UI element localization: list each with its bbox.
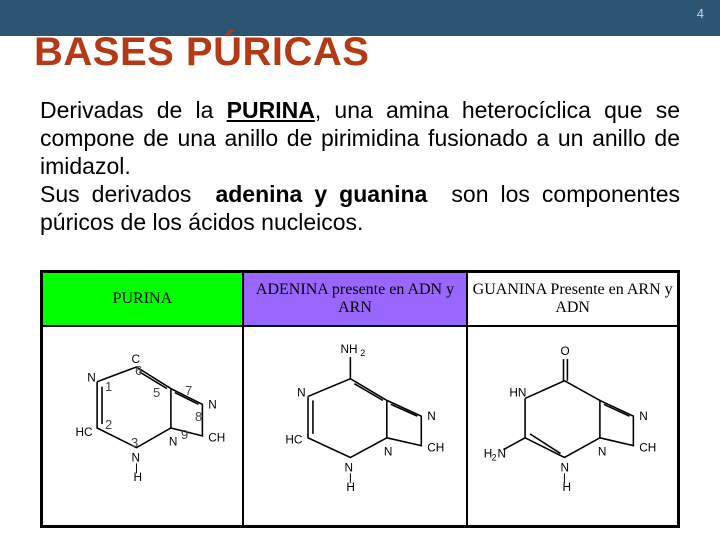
svg-text:N: N — [384, 445, 393, 459]
svg-text:N: N — [208, 397, 217, 411]
body-p1-pre: Derivadas de la — [40, 97, 227, 123]
slide: 4 BASES PÚRICAS Derivadas de la PURINA, … — [0, 0, 720, 540]
svg-text:CH: CH — [427, 441, 444, 455]
molecule-cell-purina: N HC N C N CH N H 1 2 3 5 6 — [42, 326, 243, 526]
body-p1-key: PURINA — [227, 97, 315, 123]
table-header-row: PURINA ADENINA presente en ADN y ARN GUA… — [42, 272, 678, 326]
ring-label: 6 — [135, 363, 142, 378]
table-header-cell: ADENINA presente en ADN y ARN — [243, 272, 468, 326]
molecule-table: PURINA ADENINA presente en ADN y ARN GUA… — [40, 270, 680, 528]
ring-label: 5 — [153, 385, 160, 400]
svg-text:N: N — [598, 445, 607, 459]
ring-label: 8 — [195, 409, 202, 424]
table-body-row: N HC N C N CH N H 1 2 3 5 6 — [42, 326, 678, 526]
svg-text:N: N — [169, 435, 178, 449]
body-p2-pre: Sus derivados — [40, 181, 203, 207]
svg-text:N: N — [640, 409, 649, 423]
svg-text:CH: CH — [208, 431, 225, 445]
body-text: Derivadas de la PURINA, una amina hetero… — [40, 96, 680, 236]
svg-text:N: N — [87, 371, 96, 385]
ring-label: 7 — [185, 383, 192, 398]
table-header-cell: GUANINA Presente en ARN y ADN — [467, 272, 678, 326]
svg-text:2: 2 — [492, 452, 497, 462]
svg-text:HN: HN — [510, 385, 527, 399]
svg-text:O: O — [561, 344, 570, 358]
svg-text:H: H — [563, 480, 572, 494]
svg-text:N: N — [427, 409, 436, 423]
purina-structure-icon: N HC N C N CH N H — [43, 327, 242, 525]
molecule-cell-adenina: NH2 N HC N N CH N H — [243, 326, 468, 526]
ring-label: 9 — [181, 427, 188, 442]
body-p2-key-text: adenina y guanina — [215, 181, 427, 207]
body-p2-key-pad — [427, 181, 439, 207]
svg-text:HC: HC — [285, 433, 303, 447]
adenina-structure-icon: NH2 N HC N N CH N H — [244, 327, 467, 525]
slide-number: 4 — [697, 6, 704, 21]
svg-text:NH: NH — [340, 342, 357, 356]
ring-label: 2 — [105, 417, 112, 432]
guanina-structure-icon: O HN H2N N N CH N H — [468, 327, 677, 525]
svg-text:N: N — [297, 385, 306, 399]
ring-label: 3 — [131, 435, 138, 450]
svg-text:N: N — [561, 460, 570, 474]
ring-label: 1 — [105, 379, 112, 394]
molecule-cell-guanina: O HN H2N N N CH N H — [467, 326, 678, 526]
svg-text:2: 2 — [360, 348, 365, 358]
svg-text:N: N — [344, 460, 353, 474]
table-header-cell: PURINA — [42, 272, 243, 326]
svg-text:CH: CH — [640, 441, 657, 455]
svg-text:HC: HC — [75, 425, 93, 439]
svg-text:N: N — [498, 446, 507, 460]
page-title: BASES PÚRICAS — [34, 30, 369, 75]
body-p2-key — [203, 181, 215, 207]
svg-text:H: H — [134, 470, 143, 484]
svg-text:N: N — [132, 450, 141, 464]
